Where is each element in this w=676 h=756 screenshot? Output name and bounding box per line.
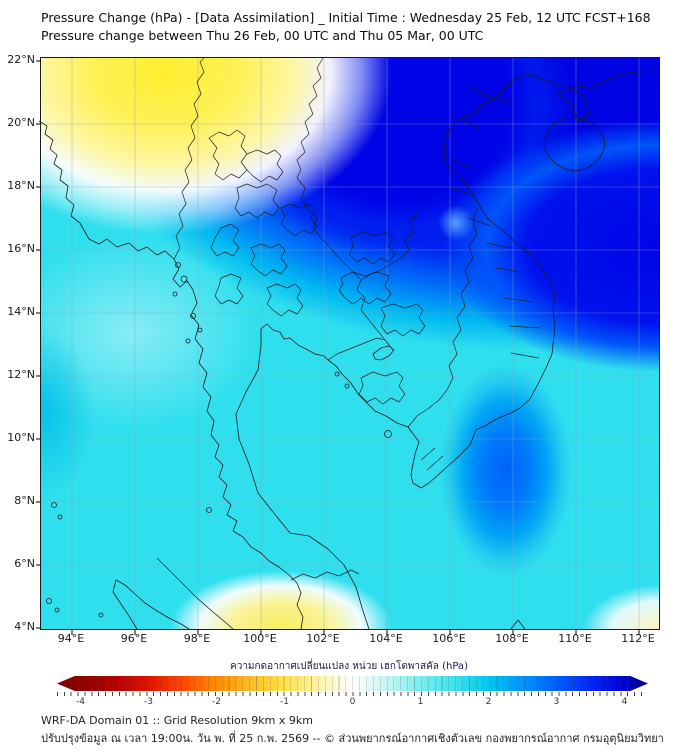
colorbar-tick-label: -3 — [144, 697, 153, 707]
lat-tick-label: 22°N — [7, 53, 35, 66]
colorbar-minor-ticks — [57, 692, 648, 696]
lon-tick-label: 104°E — [369, 632, 403, 645]
lon-tick-label: 98°E — [183, 632, 211, 645]
colorbar-tick-label: -1 — [280, 697, 289, 707]
colorbar-tick-label: 1 — [417, 697, 424, 707]
colorbar — [57, 676, 648, 691]
pressure-change-map — [36, 57, 660, 635]
lon-tick-label: 112°E — [621, 632, 655, 645]
chart-title-line1: Pressure Change (hPa) - [Data Assimilati… — [41, 10, 651, 25]
colorbar-tick-label: 2 — [485, 697, 492, 707]
lon-tick-label: 96°E — [120, 632, 148, 645]
axis-ticks — [36, 60, 640, 635]
colorbar-tick-label: -2 — [212, 697, 221, 707]
lon-tick-label: 100°E — [243, 632, 277, 645]
admin-boundaries — [173, 57, 542, 581]
lat-tick-label: 6°N — [14, 557, 35, 570]
lat-tick-label: 8°N — [14, 494, 35, 507]
coastlines — [38, 70, 660, 630]
lon-tick-label: 94°E — [57, 632, 85, 645]
colorbar-tick-label: 4 — [621, 697, 628, 707]
lon-tick-label: 110°E — [558, 632, 592, 645]
colorbar-tick-label: -4 — [76, 697, 85, 707]
colorbar-label: ความกดอากาศเปลี่ยนแปลง หน่วย เฮกโตพาสคัล… — [230, 661, 468, 672]
lat-tick-label: 12°N — [7, 368, 35, 381]
lon-tick-label: 106°E — [432, 632, 466, 645]
lat-tick-label: 18°N — [7, 179, 35, 192]
map-overlay-svg — [36, 57, 660, 635]
lon-tick-label: 108°E — [495, 632, 529, 645]
footer-update-credit: ปรับปรุงข้อมูล ณ เวลา 19:00น. วัน พ. ที่… — [41, 732, 664, 745]
chart-title-block: Pressure Change (hPa) - [Data Assimilati… — [41, 9, 651, 45]
colorbar-tick-label: 0 — [349, 697, 356, 707]
lat-tick-label: 14°N — [7, 305, 35, 318]
colorbar-tick-label: 3 — [553, 697, 560, 707]
lat-tick-label: 20°N — [7, 116, 35, 129]
lon-tick-label: 102°E — [306, 632, 340, 645]
lat-tick-label: 16°N — [7, 242, 35, 255]
lat-tick-label: 10°N — [7, 431, 35, 444]
graticule — [41, 58, 659, 629]
lat-tick-label: 4°N — [14, 620, 35, 633]
footer-domain-info: WRF-DA Domain 01 :: Grid Resolution 9km … — [41, 714, 313, 727]
chart-title-line2: Pressure change between Thu 26 Feb, 00 U… — [41, 28, 484, 43]
